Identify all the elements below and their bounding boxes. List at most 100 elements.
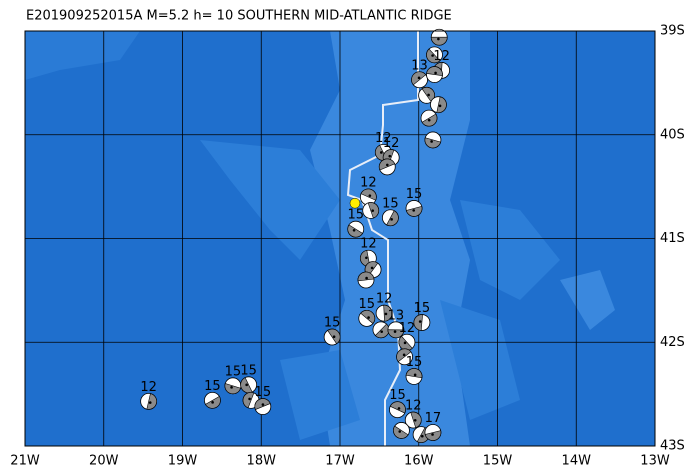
beachball xyxy=(405,368,423,385)
beachball xyxy=(357,271,375,289)
beachball xyxy=(405,200,423,217)
beachball xyxy=(372,321,390,339)
ball-pole xyxy=(437,37,440,41)
ball-quadrant xyxy=(360,188,377,201)
ball-pole xyxy=(397,407,401,410)
ball-pole xyxy=(365,276,368,280)
ball-pole xyxy=(427,118,431,122)
beachball xyxy=(387,321,405,339)
ball-pole xyxy=(384,312,388,316)
beachball xyxy=(323,328,341,346)
beachball xyxy=(381,209,399,227)
beachball xyxy=(413,314,431,331)
ball-pole xyxy=(332,335,336,339)
ball-pole xyxy=(352,228,356,232)
beachball xyxy=(411,71,428,89)
ball-quadrant xyxy=(146,393,157,410)
ball-quadrant xyxy=(426,66,443,77)
ball-pole xyxy=(403,341,407,345)
ball-pole xyxy=(230,386,233,389)
y-tick-label: 43S xyxy=(660,439,685,454)
depth-label: 12 xyxy=(360,176,377,191)
ball-pole xyxy=(427,93,430,97)
frame xyxy=(24,30,656,447)
x-tick-label: 20W xyxy=(89,454,119,469)
depth-label: 12 xyxy=(360,237,377,252)
depth-label: 17 xyxy=(425,411,442,426)
depth-label: 13 xyxy=(411,58,428,73)
events: 1212131212121515151215121312151515121515… xyxy=(140,16,450,443)
beachball xyxy=(359,188,377,206)
depth-label: 15 xyxy=(204,379,221,394)
depth-label: 12 xyxy=(140,380,157,395)
x-tick-label: 13W xyxy=(640,454,670,469)
ball-pole xyxy=(402,353,406,357)
ball-pole xyxy=(413,373,417,377)
beachball xyxy=(424,131,442,149)
depth-label: 15 xyxy=(414,301,431,316)
beachball xyxy=(254,398,272,415)
title-bg xyxy=(0,0,695,28)
ball-pole xyxy=(420,434,424,438)
depth-label: 12 xyxy=(376,292,393,307)
beachball xyxy=(240,376,258,394)
depth-label: 15 xyxy=(324,316,341,331)
depth-label: 12 xyxy=(375,131,392,146)
ball-quadrant xyxy=(386,210,399,227)
beachball xyxy=(430,96,447,114)
beachball xyxy=(358,309,376,327)
ball-quadrant xyxy=(405,368,423,379)
beachball xyxy=(418,86,436,104)
ball-quadrant xyxy=(436,96,447,113)
depth-label: 12 xyxy=(405,399,422,414)
beachball xyxy=(404,411,422,429)
depth-label: 15 xyxy=(255,385,272,400)
ball-quadrant xyxy=(387,329,405,338)
beachball xyxy=(424,424,442,441)
ball-pole xyxy=(368,194,372,197)
depth-label: 15 xyxy=(347,208,364,223)
ball-pole xyxy=(431,54,434,57)
ball-pole xyxy=(245,383,248,387)
title: E201909252015A M=5.2 h= 10 SOUTHERN MID-… xyxy=(26,9,452,24)
x-tick-label: 14W xyxy=(562,454,592,469)
ball-pole xyxy=(370,266,374,270)
ball-quadrant xyxy=(389,401,406,414)
beachball xyxy=(362,202,380,219)
beachball xyxy=(224,377,242,395)
ball-pole xyxy=(417,76,421,80)
ball-pole xyxy=(248,397,251,401)
ball-pole xyxy=(371,209,375,212)
beachball xyxy=(396,348,413,366)
depth-label: 15 xyxy=(225,364,242,379)
depth-label: 15 xyxy=(406,355,423,370)
beachball xyxy=(420,109,438,127)
beachball xyxy=(347,220,365,238)
depth-label: 15 xyxy=(240,363,257,378)
beachball xyxy=(375,304,393,322)
depth-label: 15 xyxy=(389,388,406,403)
x-tick-label: 17W xyxy=(325,454,355,469)
ball-pole xyxy=(367,316,370,319)
beachball xyxy=(393,422,410,439)
y-tick-label: 40S xyxy=(660,127,685,142)
ball-pole xyxy=(431,433,434,436)
ball-pole xyxy=(412,209,415,212)
ball-quadrant xyxy=(424,137,441,149)
ball-quadrant xyxy=(242,392,255,409)
beachball xyxy=(398,333,416,351)
depth-label: 12 xyxy=(433,49,450,64)
depth-label: 12 xyxy=(399,321,416,336)
y-tick-label: 39S xyxy=(660,24,685,39)
ball-pole xyxy=(380,151,383,154)
beachball xyxy=(204,391,221,409)
main-event xyxy=(349,197,361,209)
ball-pole xyxy=(148,401,152,404)
ball-pole xyxy=(261,403,265,406)
depth-label: 12 xyxy=(383,136,400,151)
x-tick-label: 18W xyxy=(247,454,277,469)
ball-quadrant xyxy=(430,36,448,46)
y-tick-label: 42S xyxy=(660,335,685,350)
ball-pole xyxy=(434,71,437,75)
ball-pole xyxy=(388,154,392,158)
